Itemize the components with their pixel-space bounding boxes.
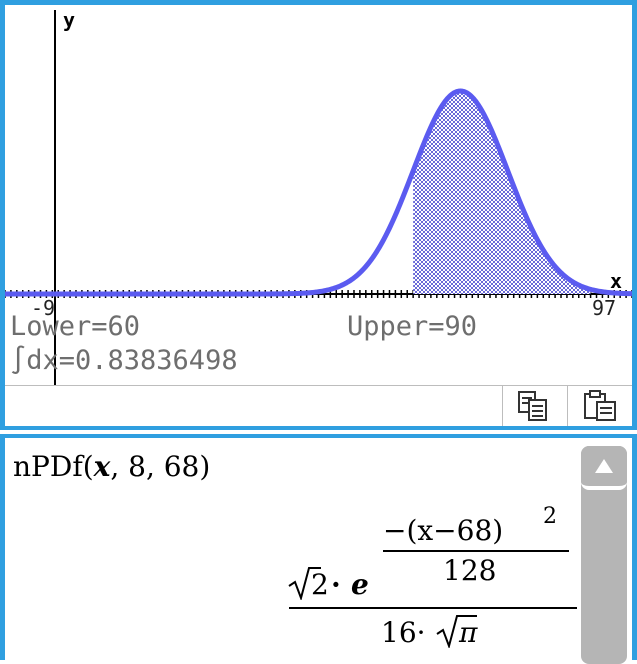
variable-x: x: [93, 450, 111, 483]
denominator-coefficient: 16·: [381, 616, 426, 649]
sqrt-radicand: 2: [311, 568, 329, 601]
graph-area[interactable]: y x -9 97 Lower=60 Upper=90 ∫dx=0.838364…: [5, 5, 632, 426]
paste-button[interactable]: [567, 386, 633, 426]
exponent-fraction-bar: [383, 550, 569, 552]
pdf-curve: [5, 88, 632, 297]
x-max-label: 97: [592, 296, 616, 320]
multiply-dot: ·: [331, 568, 341, 601]
function-name: nPDf: [13, 450, 83, 483]
exponent-denominator: 128: [443, 554, 497, 587]
triangle-up-icon: [595, 459, 613, 473]
upper-bound-readout: Upper=90: [347, 311, 478, 342]
exponent-numerator: −(x−68): [383, 514, 504, 547]
x-min-label: -9: [31, 296, 55, 320]
scroll-up-button[interactable]: [581, 446, 627, 490]
graph-toolbar: [5, 385, 632, 426]
sqrt-pi-symbol: [436, 615, 477, 648]
euler-e: e: [351, 568, 369, 601]
sqrt-symbol: [288, 567, 321, 600]
result-expression[interactable]: −(x−68) 2 128 2 · e 16· π: [275, 498, 577, 664]
integral-readout: ∫dx=0.83836498: [10, 345, 238, 376]
main-work-area[interactable]: nPDf(x, 8, 68) −(x−68) 2 128 2 · e 16· π: [5, 438, 632, 664]
copy-icon: [518, 391, 547, 421]
main-fraction-bar: [289, 607, 577, 609]
graph-window: y x -9 97 Lower=60 Upper=90 ∫dx=0.838364…: [0, 0, 637, 430]
exponent-power: 2: [543, 504, 557, 529]
copy-button[interactable]: [502, 386, 563, 426]
paste-icon: [583, 390, 616, 421]
main-window: nPDf(x, 8, 68) −(x−68) 2 128 2 · e 16· π: [0, 434, 637, 664]
y-axis-label: y: [63, 8, 75, 32]
shaded-area: [413, 91, 591, 294]
arguments: , 8, 68): [110, 450, 211, 483]
lower-bound-readout: Lower=60: [10, 311, 141, 342]
x-axis-label: x: [610, 269, 622, 293]
open-paren: (: [82, 450, 94, 483]
denominator-pi: π: [459, 616, 478, 649]
graph-canvas[interactable]: y x -9 97: [5, 5, 632, 385]
input-expression[interactable]: nPDf(x, 8, 68): [13, 450, 210, 483]
